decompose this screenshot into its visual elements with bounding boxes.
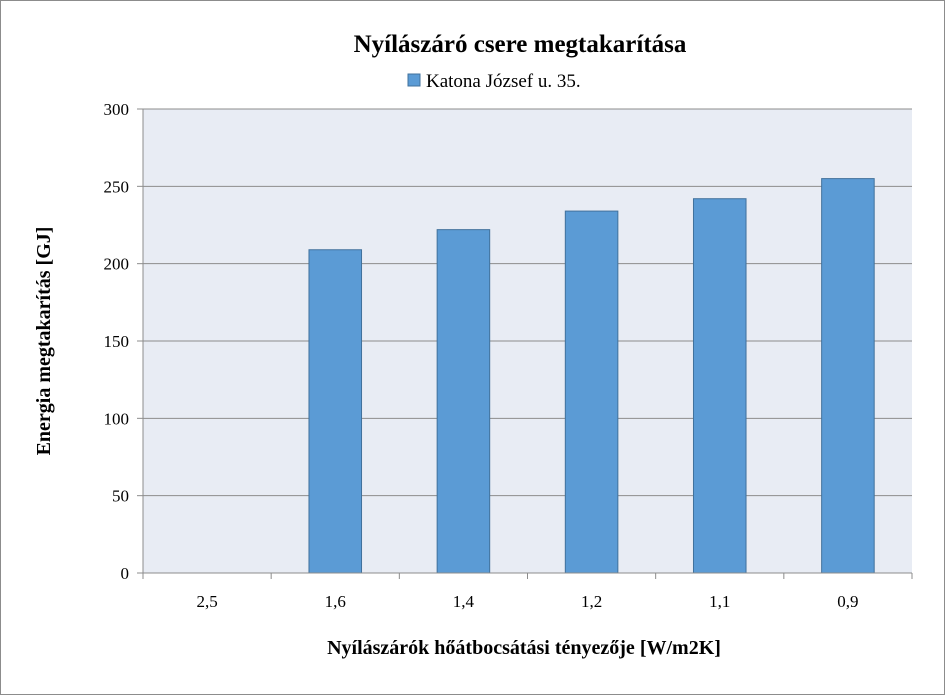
- y-tick-label: 300: [104, 100, 130, 119]
- x-tick-label: 1,6: [325, 592, 346, 611]
- x-tick-label: 0,9: [837, 592, 858, 611]
- x-tick-label: 1,1: [709, 592, 730, 611]
- x-tick-label: 1,4: [453, 592, 475, 611]
- y-axis-title: Energia megtakarítás [GJ]: [33, 227, 55, 456]
- bar: [692, 198, 747, 574]
- x-tick-label: 2,5: [196, 592, 217, 611]
- gridlines: [143, 108, 912, 497]
- legend-swatch: [407, 73, 421, 87]
- bar: [564, 210, 619, 574]
- x-tick-label: 1,2: [581, 592, 602, 611]
- bars: [308, 178, 875, 574]
- bar: [436, 229, 491, 574]
- y-tick-label: 100: [104, 409, 130, 428]
- y-tick-label: 0: [121, 564, 130, 583]
- x-tick-labels: 2,5 1,6 1,4 1,2 1,1 0,9: [196, 592, 858, 611]
- y-tick-label: 50: [112, 487, 129, 506]
- y-tick-label: 200: [104, 255, 130, 274]
- y-tick-label: 250: [104, 177, 130, 196]
- bar: [308, 249, 363, 574]
- chart-title: Nyílászáró csere megtakarítása: [354, 31, 687, 58]
- axes: [137, 108, 913, 579]
- bar: [821, 178, 875, 574]
- y-tick-label: 150: [104, 332, 130, 351]
- x-axis-title: Nyílászárók hőátbocsátási tényezője [W/m…: [327, 637, 721, 659]
- y-tick-labels: 0 50 100 150 200 250 300: [104, 100, 130, 583]
- legend-label: Katona József u. 35.: [426, 71, 581, 92]
- legend: Katona József u. 35.: [407, 71, 581, 92]
